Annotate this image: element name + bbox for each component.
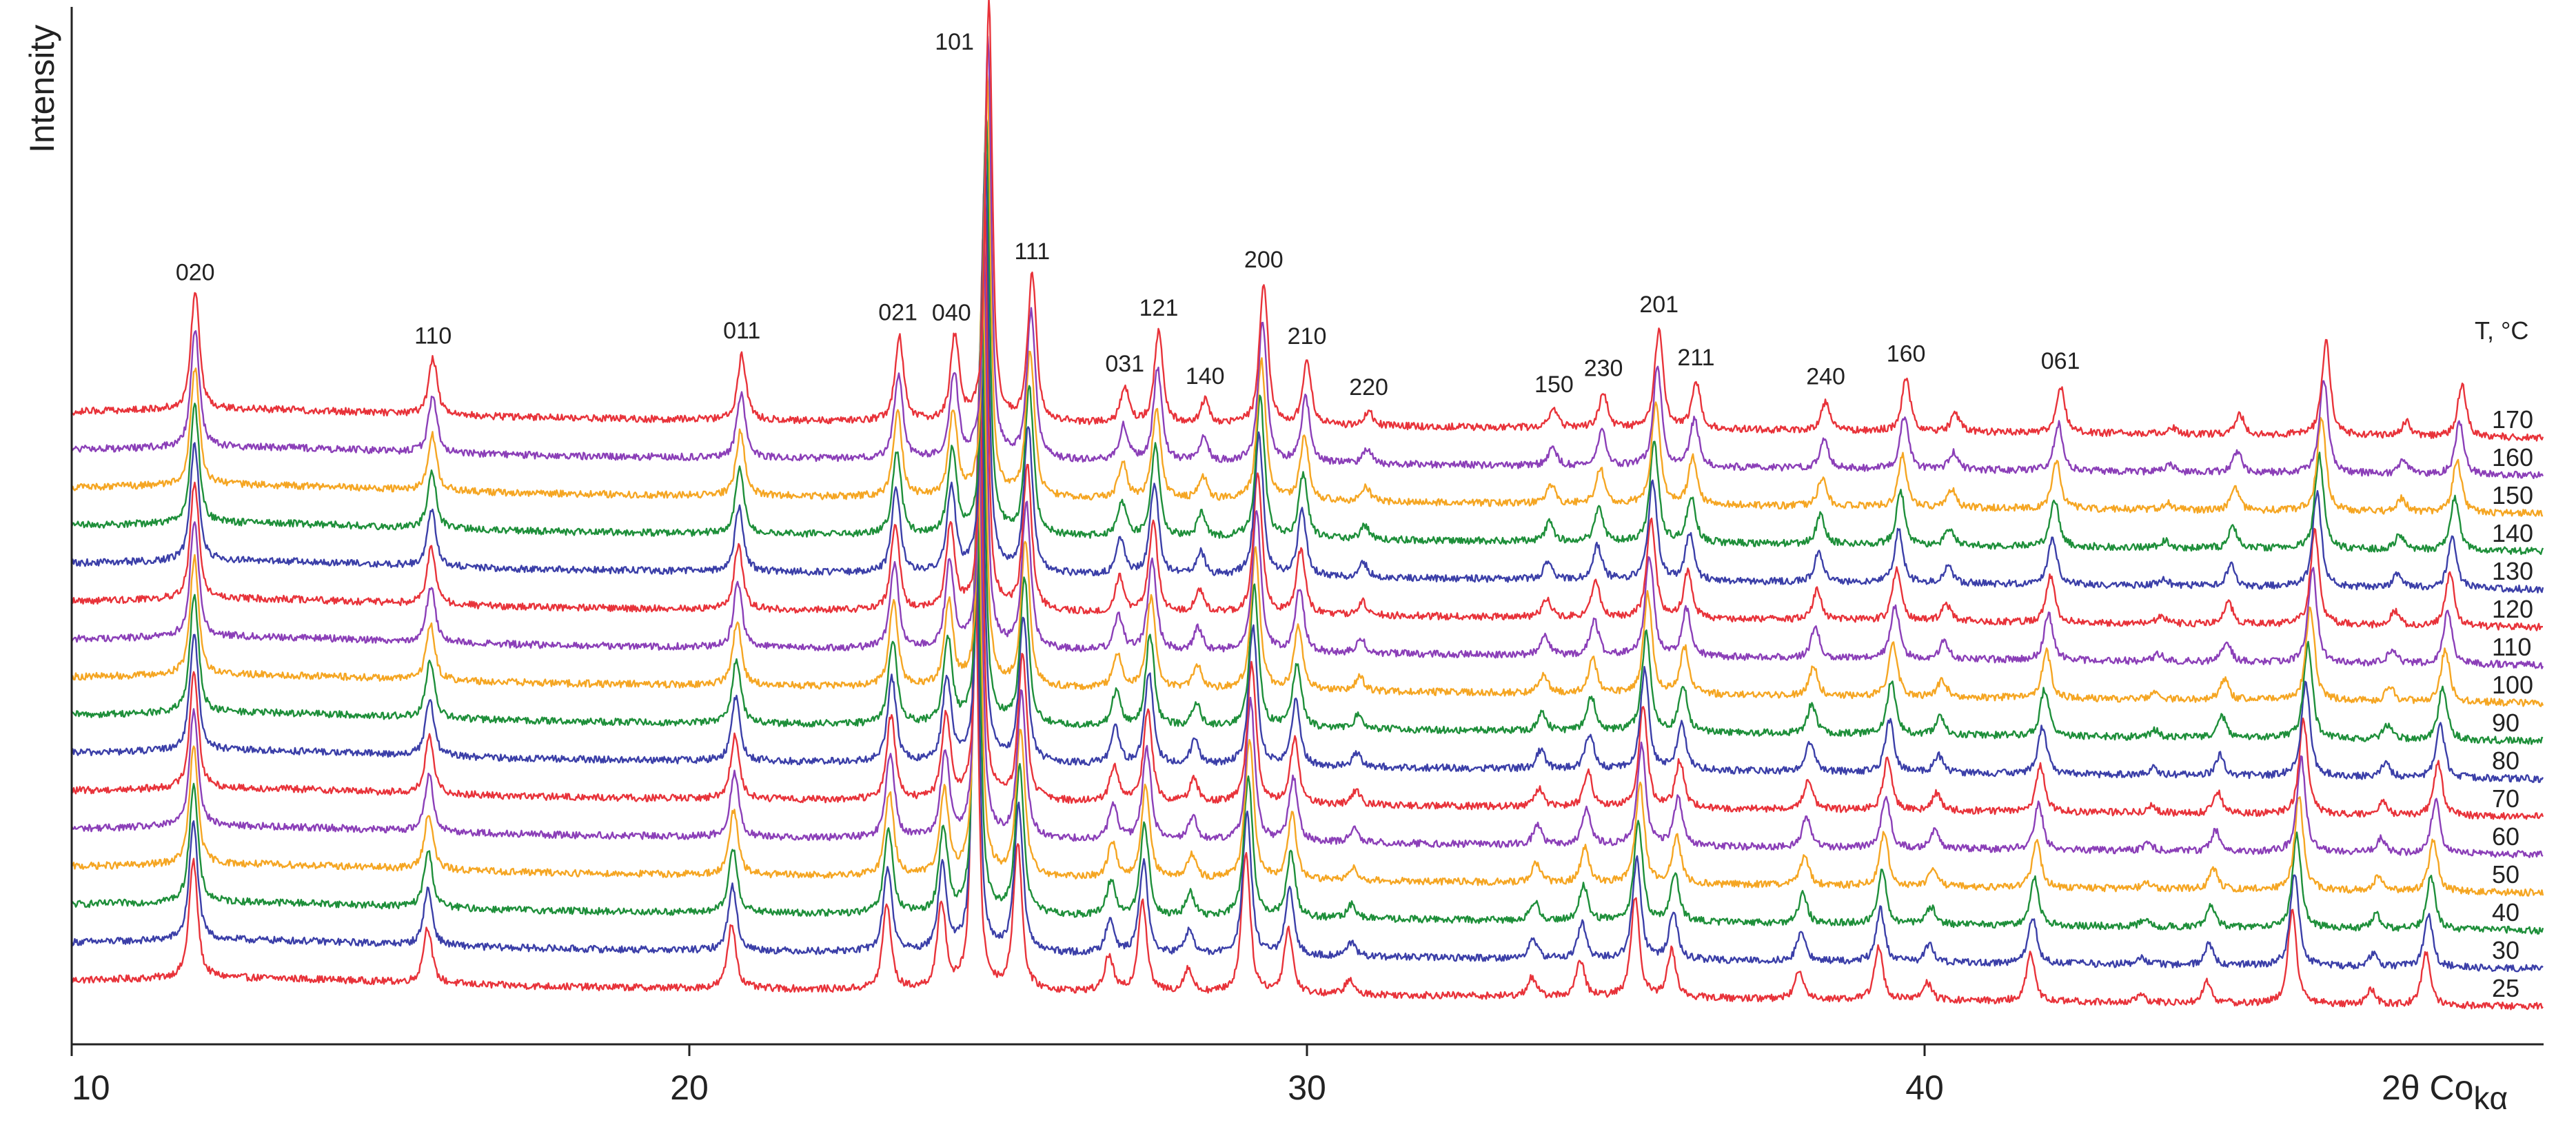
x-axis-label-subscript: kα [2473,1080,2508,1116]
peak-label-211: 211 [1677,345,1714,371]
temperature-label-25: 25 [2492,974,2519,1002]
temperature-label-60: 60 [2492,822,2519,851]
series-line-170 [71,0,2544,442]
temperature-label-140: 140 [2492,519,2533,547]
peak-label-011: 011 [723,318,760,344]
peak-label-201: 201 [1639,292,1679,318]
series-line-60 [70,413,2544,859]
series-line-130 [70,152,2544,594]
peak-label-031: 031 [1105,351,1144,377]
temperature-label-50: 50 [2492,860,2519,889]
temperature-label-110: 110 [2492,633,2531,661]
y-axis-label: Intensity [23,25,61,153]
series-line-100 [70,259,2544,707]
peak-label-121: 121 [1139,295,1179,321]
peak-label-210: 210 [1288,323,1327,349]
peak-label-061: 061 [2041,348,2080,374]
x-axis-label-main: 2θ Co [2382,1068,2473,1107]
peak-label-160: 160 [1887,341,1926,367]
temperature-label-120: 120 [2492,595,2533,623]
series-line-80 [71,336,2544,783]
series-line-140 [70,114,2544,556]
series-line-160 [71,35,2544,479]
temperature-labels: 25 30 40 50 60 70 80 90 100 110 120 130 140 150 160 170 [2492,405,2533,1002]
legend-title: T, °C [2475,316,2528,345]
x-tick-label-30: 30 [1288,1068,1326,1107]
temperature-label-170: 170 [2492,405,2533,434]
series-line-150 [70,71,2544,517]
series-line-120 [71,190,2543,631]
peak-label-101: 101 [935,29,974,55]
peak-label-111: 111 [1014,239,1050,265]
peak-label-110: 110 [414,323,452,349]
peak-label-021: 021 [878,299,917,325]
peak-label-020: 020 [176,260,215,286]
peak-label-240: 240 [1806,363,1845,389]
temperature-label-90: 90 [2492,709,2519,737]
temperature-label-100: 100 [2492,671,2533,699]
peak-labels: 020 110 011 021 040 101 111 031 121 140 200 210 220 1… [176,29,2080,400]
temperature-label-130: 130 [2492,557,2533,585]
series-line-70 [70,373,2544,820]
peak-label-230: 230 [1584,356,1623,382]
temperature-label-40: 40 [2492,898,2519,926]
temperature-label-70: 70 [2492,784,2519,813]
peak-label-220: 220 [1349,374,1388,400]
series-group [70,0,2544,1011]
series-line-90 [71,296,2544,745]
series-line-25 [70,564,2544,1011]
temperature-label-160: 160 [2492,443,2533,471]
peak-label-040: 040 [932,300,971,326]
temperature-label-80: 80 [2492,747,2519,775]
temperature-label-150: 150 [2492,481,2533,509]
x-axis-label: 2θ Cokα [2382,1068,2508,1116]
temperature-label-30: 30 [2492,936,2519,964]
peak-label-150: 150 [1534,372,1574,398]
peak-label-140: 140 [1186,363,1225,389]
x-tick-label-10: 10 [72,1068,110,1107]
x-ticks: 10 20 30 40 [70,1044,1944,1107]
peak-label-200: 200 [1244,247,1284,273]
x-tick-label-20: 20 [670,1068,709,1107]
series-line-40 [71,494,2544,935]
x-tick-label-40: 40 [1905,1068,1944,1107]
series-line-50 [71,454,2544,897]
series-line-110 [70,223,2544,669]
series-line-30 [70,533,2544,973]
